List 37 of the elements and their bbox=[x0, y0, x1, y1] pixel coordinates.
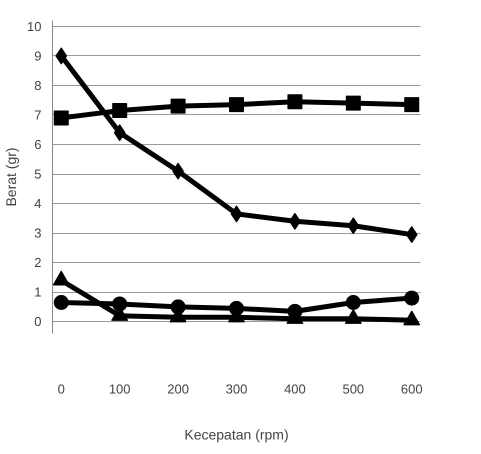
y-tick-label: 4 bbox=[34, 196, 42, 212]
y-axis-title: Berat (gr) bbox=[3, 147, 20, 207]
point bbox=[404, 97, 420, 112]
point bbox=[346, 96, 361, 111]
point bbox=[287, 94, 302, 110]
y-tick-label: 2 bbox=[34, 255, 42, 270]
point bbox=[404, 290, 420, 306]
point bbox=[112, 103, 128, 118]
y-tick-label: 6 bbox=[34, 137, 42, 152]
point bbox=[112, 296, 128, 312]
y-tick-label: 7 bbox=[34, 107, 42, 122]
x-tick-label: 500 bbox=[342, 382, 364, 396]
point bbox=[229, 97, 244, 112]
x-tick-label: 200 bbox=[167, 382, 189, 396]
y-tick-label: 9 bbox=[34, 48, 42, 64]
x-tick-label: 300 bbox=[226, 382, 248, 396]
y-tick-label: 8 bbox=[34, 78, 42, 93]
x-tick-label: 600 bbox=[400, 382, 423, 396]
y-tick-label: 0 bbox=[34, 314, 42, 330]
point bbox=[170, 299, 186, 314]
y-tick-label: 3 bbox=[34, 226, 42, 241]
y-tick-label: 5 bbox=[34, 166, 42, 182]
x-tick-label: 100 bbox=[108, 382, 131, 396]
point bbox=[229, 300, 244, 316]
y-tick-label: 1 bbox=[34, 284, 42, 300]
point bbox=[54, 295, 69, 310]
x-tick-label: 400 bbox=[284, 382, 306, 396]
y-tick-label: 10 bbox=[27, 18, 42, 34]
point bbox=[54, 110, 69, 126]
point bbox=[347, 217, 360, 234]
x-axis-title: Kecepatan (rpm) bbox=[184, 426, 289, 442]
point bbox=[170, 98, 186, 114]
point bbox=[114, 124, 126, 142]
point bbox=[406, 226, 418, 244]
x-tick-label: 0 bbox=[58, 382, 65, 396]
point bbox=[346, 295, 361, 310]
point bbox=[55, 47, 68, 64]
